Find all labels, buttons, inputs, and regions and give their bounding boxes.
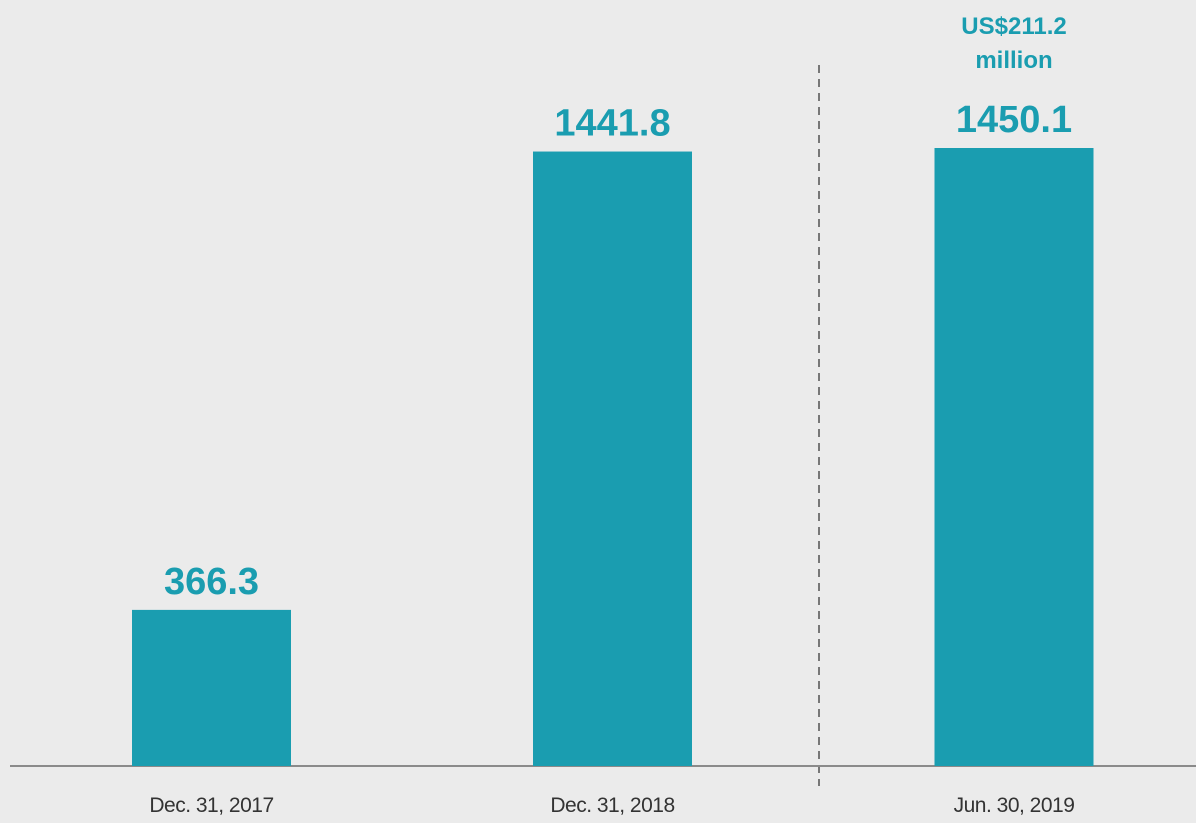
bar: [934, 148, 1094, 766]
x-tick-label: Dec. 31, 2017: [149, 794, 273, 817]
x-tick-label: Dec. 31, 2018: [550, 794, 674, 817]
value-label: 1450.1: [956, 99, 1072, 141]
x-tick-label: Jun. 30, 2019: [954, 794, 1075, 817]
value-label: 1441.8: [554, 103, 670, 145]
annotation: US$211.2 million: [961, 13, 1067, 74]
bar: [132, 609, 291, 766]
value-label: 366.3: [164, 561, 259, 603]
bar: [533, 151, 692, 766]
